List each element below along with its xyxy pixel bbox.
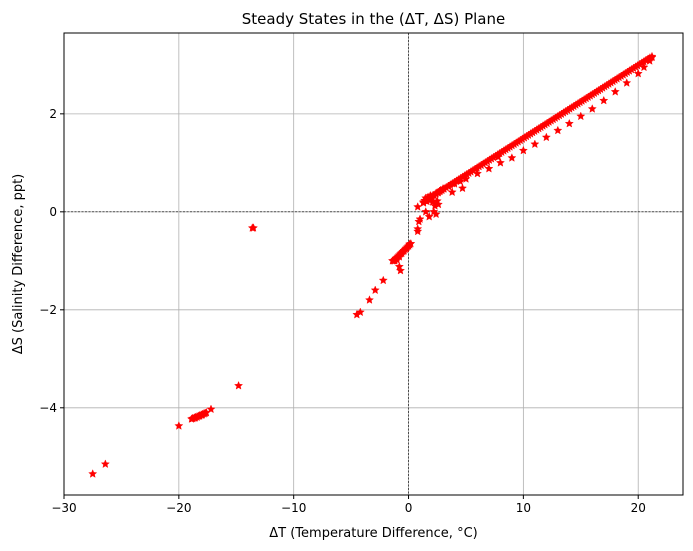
data-point xyxy=(355,307,365,317)
data-point xyxy=(541,132,551,142)
data-point xyxy=(405,239,415,248)
data-point xyxy=(576,111,586,121)
x-tick-label: −10 xyxy=(281,501,306,515)
data-point xyxy=(413,202,423,211)
data-point xyxy=(438,184,448,193)
data-point xyxy=(424,211,434,221)
data-point xyxy=(461,174,471,183)
data-point xyxy=(564,118,574,128)
data-point xyxy=(415,214,425,223)
data-point xyxy=(599,95,609,105)
data-point xyxy=(449,179,459,188)
data-point xyxy=(610,87,620,96)
data-point xyxy=(249,223,258,232)
data-point xyxy=(633,68,643,78)
data-point xyxy=(444,181,454,191)
y-axis-label: ΔS (Salinity Difference, ppt) xyxy=(11,174,26,355)
data-point xyxy=(587,104,597,113)
x-axis-label: ΔT (Temperature Difference, °C) xyxy=(269,526,477,541)
data-point xyxy=(639,62,649,72)
y-tick-label: 0 xyxy=(49,205,57,219)
data-point xyxy=(622,78,632,87)
data-point xyxy=(447,187,457,197)
data-point xyxy=(433,199,443,209)
chart-title: Steady States in the (ΔT, ΔS) Plane xyxy=(242,10,505,28)
y-axis-ticks: −4 −2 0 2 xyxy=(39,107,64,415)
data-point xyxy=(431,209,441,219)
x-tick-label: 10 xyxy=(516,501,531,515)
zero-reference-lines xyxy=(64,33,683,495)
data-point xyxy=(234,381,244,390)
data-point xyxy=(493,152,503,161)
x-axis-ticks: −30 −20 −10 0 10 20 xyxy=(51,495,646,515)
data-points xyxy=(88,51,657,478)
data-point xyxy=(484,163,494,173)
x-tick-label: −20 xyxy=(166,501,191,515)
data-point xyxy=(507,153,517,162)
data-point xyxy=(413,226,423,236)
data-point xyxy=(100,459,110,468)
data-point xyxy=(553,125,563,135)
data-point xyxy=(518,145,528,155)
x-tick-label: 20 xyxy=(631,501,646,515)
data-point xyxy=(370,285,380,295)
data-point xyxy=(378,275,388,285)
y-tick-label: −2 xyxy=(39,303,57,317)
data-point xyxy=(88,469,98,478)
data-point xyxy=(495,158,505,167)
x-tick-label: 0 xyxy=(405,501,413,515)
grid-lines xyxy=(63,33,683,495)
data-point xyxy=(458,183,467,193)
data-point xyxy=(530,139,540,149)
data-point xyxy=(206,404,216,414)
data-point xyxy=(364,295,374,304)
data-point xyxy=(647,52,657,62)
data-point xyxy=(472,168,482,178)
data-point xyxy=(455,176,465,186)
data-point xyxy=(395,265,405,275)
data-point xyxy=(421,207,431,216)
y-tick-label: −4 xyxy=(39,401,57,415)
y-tick-label: 2 xyxy=(49,107,57,121)
x-tick-label: −30 xyxy=(51,501,76,515)
plot-frame xyxy=(63,32,684,496)
data-point xyxy=(174,421,184,430)
